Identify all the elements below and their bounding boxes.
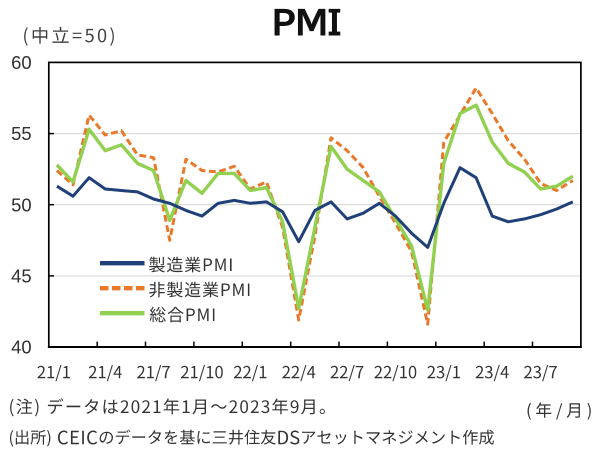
svg-text:60: 60 (11, 52, 31, 73)
svg-text:55: 55 (11, 123, 31, 144)
svg-text:50: 50 (11, 194, 31, 215)
svg-text:45: 45 (11, 266, 31, 287)
svg-text:40: 40 (11, 337, 31, 358)
